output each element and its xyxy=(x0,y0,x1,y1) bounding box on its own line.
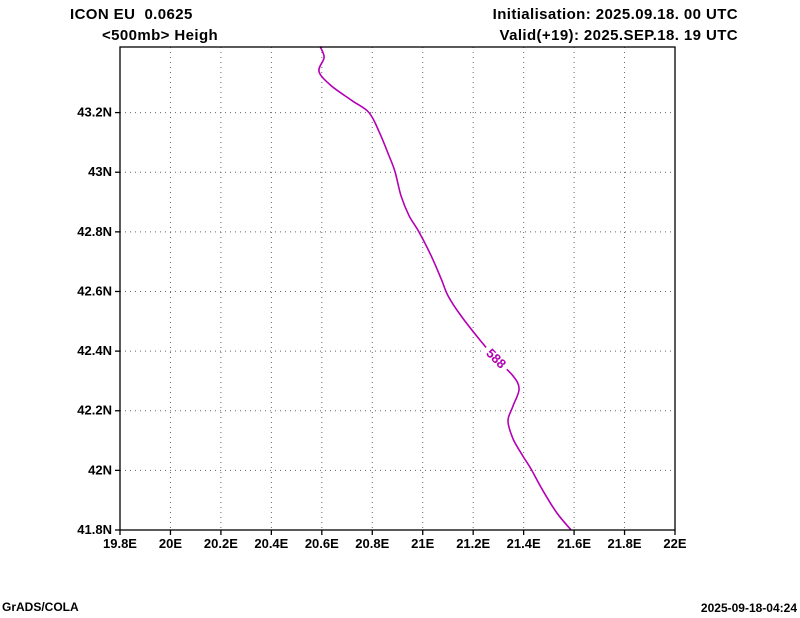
x-tick-label: 20E xyxy=(159,536,182,551)
init-time-label: Initialisation: 2025.09.18. 00 UTC xyxy=(492,6,738,23)
y-tick-label: 42.2N xyxy=(77,403,112,418)
x-tick-label: 20.2E xyxy=(204,536,238,551)
contour-line-588 xyxy=(318,46,572,531)
y-tick-label: 41.8N xyxy=(77,522,112,537)
field-title: <500mb> Heigh xyxy=(102,27,219,44)
x-tick-label: 21.6E xyxy=(557,536,591,551)
y-tick-label: 42.4N xyxy=(77,343,112,358)
x-tick-label: 21.4E xyxy=(507,536,541,551)
x-tick-label: 20.8E xyxy=(355,536,389,551)
x-tick-label: 20.6E xyxy=(305,536,339,551)
y-tick-label: 42.6N xyxy=(77,283,112,298)
creation-timestamp: 2025-09-18-04:24 xyxy=(700,601,797,615)
x-tick-label: 21E xyxy=(411,536,434,551)
valid-time-label: Valid(+19): 2025.SEP.18. 19 UTC xyxy=(499,27,738,44)
plot-frame xyxy=(119,46,676,531)
contour-label-bg xyxy=(479,342,513,376)
x-tick-label: 21.2E xyxy=(456,536,490,551)
x-tick-label: 22E xyxy=(663,536,686,551)
y-tick-label: 42.8N xyxy=(77,224,112,239)
x-tick-label: 20.4E xyxy=(254,536,288,551)
y-tick-label: 43N xyxy=(88,164,112,179)
grads-credit: GrADS/COLA xyxy=(2,600,79,614)
model-title: ICON EU 0.0625 xyxy=(70,6,193,23)
x-tick-label: 19.8E xyxy=(103,536,137,551)
x-tick-label: 21.8E xyxy=(608,536,642,551)
y-tick-label: 42N xyxy=(88,462,112,477)
y-tick-label: 43.2N xyxy=(77,105,112,120)
